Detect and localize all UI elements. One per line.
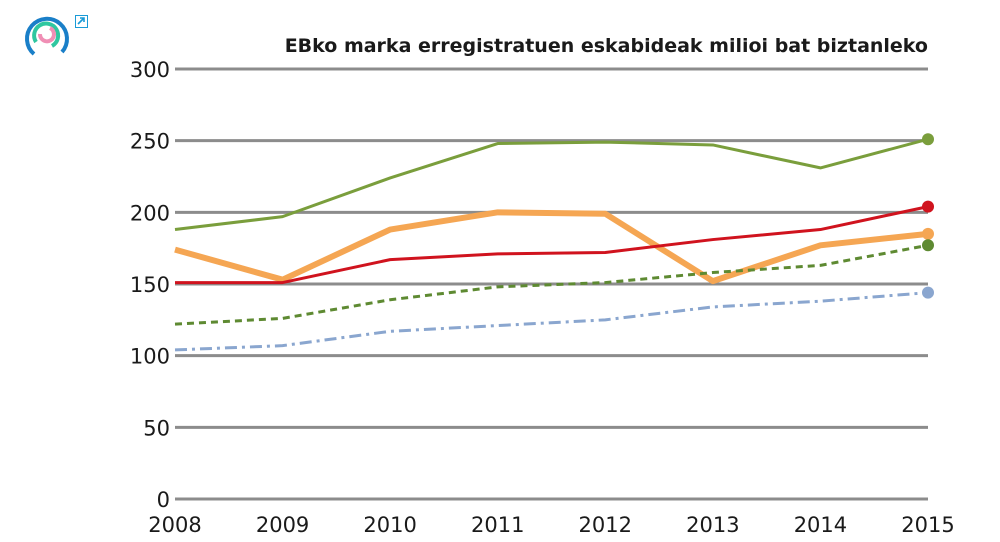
x-tick-label: 2014 <box>794 513 847 537</box>
y-tick-label: 200 <box>130 201 170 225</box>
chart-title: EBko marka erregistratuen eskabideak mil… <box>285 35 928 57</box>
y-tick-label: 150 <box>130 273 170 297</box>
expand-icon[interactable] <box>75 15 88 28</box>
series-end-marker-0 <box>922 133 934 146</box>
series-line-2 <box>175 205 929 285</box>
y-tick-label: 50 <box>143 416 170 440</box>
series-end-marker-4 <box>922 286 934 299</box>
x-tick-label: 2012 <box>579 513 632 537</box>
y-tick-label: 0 <box>157 488 170 512</box>
y-tick-label: 100 <box>130 345 170 369</box>
x-tick-label: 2010 <box>363 513 416 537</box>
x-tick-label: 2009 <box>256 513 309 537</box>
series-end-marker-2 <box>922 200 934 213</box>
x-tick-label: 2015 <box>901 513 954 537</box>
x-tick-label: 2013 <box>686 513 739 537</box>
x-tick-label: 2011 <box>471 513 524 537</box>
series-end-marker-1 <box>922 227 934 240</box>
y-tick-label: 250 <box>130 130 170 154</box>
logo-icon <box>25 16 69 56</box>
series-line-1 <box>174 209 929 285</box>
series-end-marker-3 <box>922 239 934 252</box>
series-line-0 <box>174 137 929 232</box>
y-tick-label: 300 <box>130 58 170 82</box>
x-tick-label: 2008 <box>148 513 201 537</box>
series-line-4 <box>174 291 929 352</box>
series-line-3 <box>174 243 929 326</box>
